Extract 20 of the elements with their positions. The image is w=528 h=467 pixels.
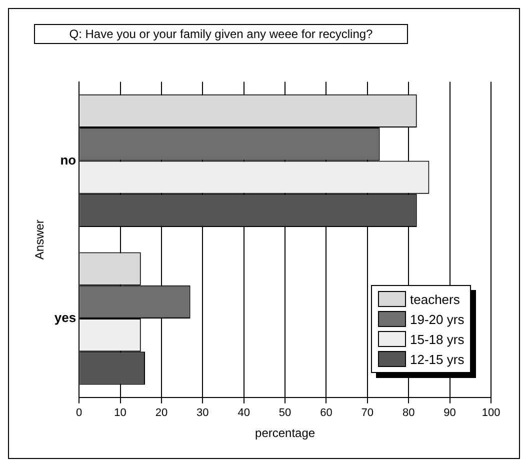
legend-label: 12-15 yrs — [410, 352, 464, 367]
x-tick-label: 90 — [444, 407, 456, 420]
x-tick-label: 10 — [114, 407, 126, 420]
x-axis-title: percentage — [255, 426, 316, 440]
x-tick-label: 60 — [320, 407, 332, 420]
x-tick-label: 30 — [196, 407, 209, 420]
x-tick-label: 50 — [278, 407, 292, 420]
legend-label: teachers — [410, 292, 460, 307]
x-tick-label: 20 — [155, 407, 168, 420]
y-tick-label: no — [60, 152, 76, 168]
y-tick-label: yes — [54, 310, 76, 326]
legend-label: 15-18 yrs — [410, 332, 464, 347]
chart-title: Q: Have you or your family given any weee for recycling? — [34, 24, 408, 44]
legend-label: 19-20 yrs — [410, 312, 464, 327]
y-axis-title: Answer — [32, 220, 47, 260]
x-tick-label: 80 — [402, 407, 415, 420]
x-tick-label: 70 — [361, 407, 374, 420]
x-tick-label: 100 — [482, 407, 500, 420]
x-tick-label: 0 — [76, 407, 82, 420]
x-tick-label: 40 — [238, 407, 250, 420]
